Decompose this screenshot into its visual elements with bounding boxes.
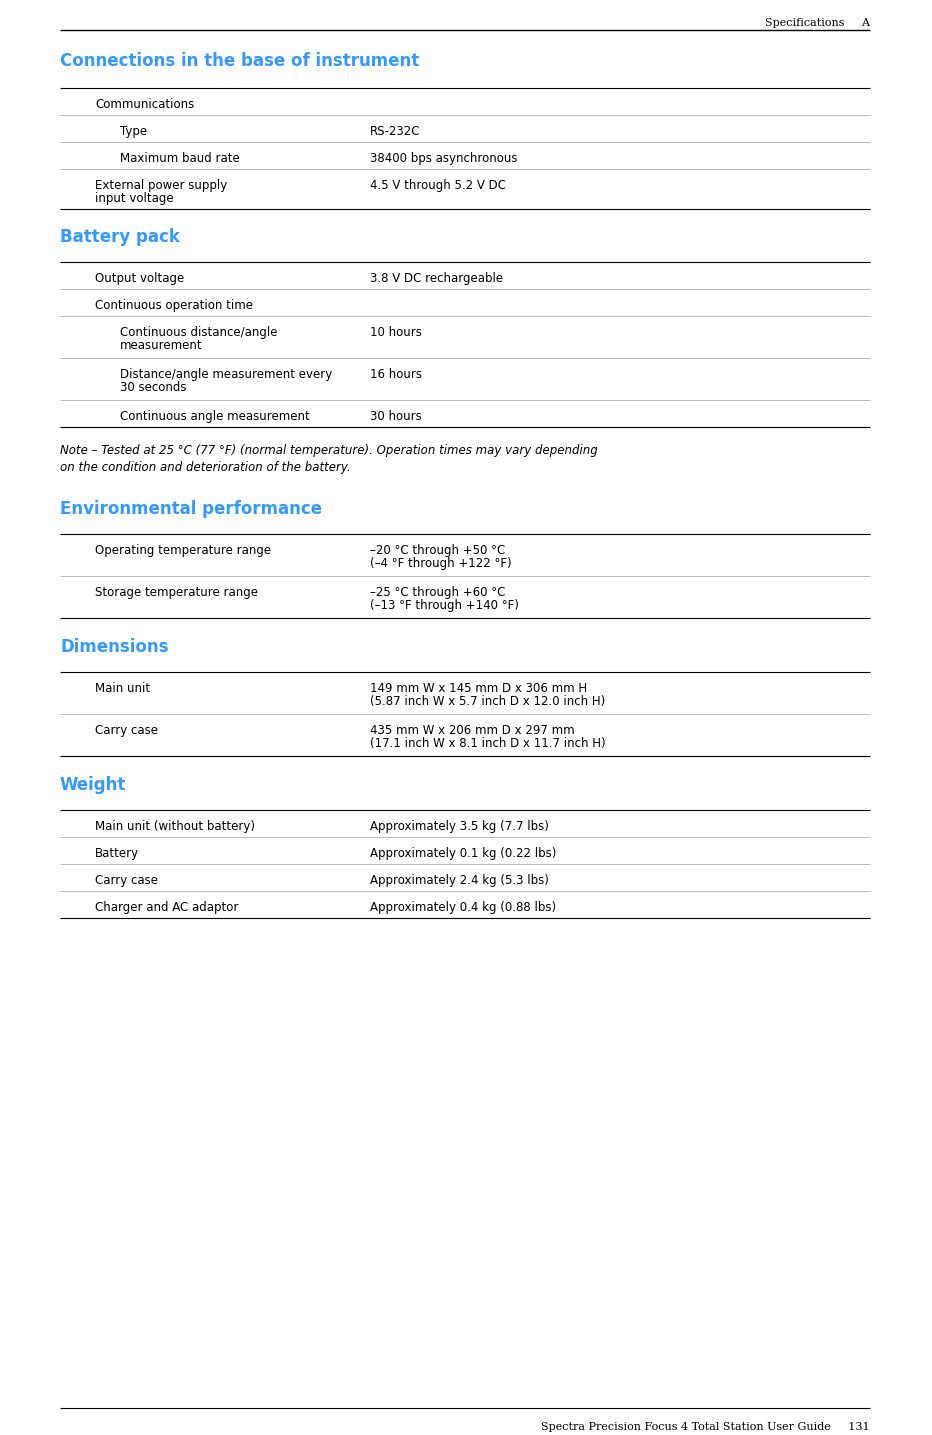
Text: 4.5 V through 5.2 V DC: 4.5 V through 5.2 V DC	[370, 179, 506, 192]
Text: Approximately 0.4 kg (0.88 lbs): Approximately 0.4 kg (0.88 lbs)	[370, 901, 556, 914]
Text: Battery pack: Battery pack	[60, 228, 180, 245]
Text: Continuous operation time: Continuous operation time	[95, 298, 253, 311]
Text: Approximately 3.5 kg (7.7 lbs): Approximately 3.5 kg (7.7 lbs)	[370, 819, 549, 832]
Text: Approximately 0.1 kg (0.22 lbs): Approximately 0.1 kg (0.22 lbs)	[370, 847, 556, 860]
Text: 435 mm W x 206 mm D x 297 mm: 435 mm W x 206 mm D x 297 mm	[370, 725, 575, 738]
Text: 38400 bps asynchronous: 38400 bps asynchronous	[370, 152, 517, 165]
Text: (–4 °F through +122 °F): (–4 °F through +122 °F)	[370, 557, 512, 570]
Text: Environmental performance: Environmental performance	[60, 499, 322, 518]
Text: Distance/angle measurement every: Distance/angle measurement every	[120, 367, 332, 382]
Text: 30 hours: 30 hours	[370, 410, 422, 423]
Text: Approximately 2.4 kg (5.3 lbs): Approximately 2.4 kg (5.3 lbs)	[370, 874, 549, 887]
Text: 10 hours: 10 hours	[370, 326, 422, 339]
Text: Main unit (without battery): Main unit (without battery)	[95, 819, 255, 832]
Text: –25 °C through +60 °C: –25 °C through +60 °C	[370, 585, 505, 598]
Text: Maximum baud rate: Maximum baud rate	[120, 152, 240, 165]
Text: Dimensions: Dimensions	[60, 639, 169, 656]
Text: Output voltage: Output voltage	[95, 273, 185, 286]
Text: –20 °C through +50 °C: –20 °C through +50 °C	[370, 544, 505, 557]
Text: Carry case: Carry case	[95, 874, 158, 887]
Text: Continuous distance/angle: Continuous distance/angle	[120, 326, 278, 339]
Text: 149 mm W x 145 mm D x 306 mm H: 149 mm W x 145 mm D x 306 mm H	[370, 682, 587, 695]
Text: External power supply: External power supply	[95, 179, 227, 192]
Text: Charger and AC adaptor: Charger and AC adaptor	[95, 901, 239, 914]
Text: Storage temperature range: Storage temperature range	[95, 585, 258, 598]
Text: Operating temperature range: Operating temperature range	[95, 544, 271, 557]
Text: Spectra Precision Focus 4 Total Station User Guide     131: Spectra Precision Focus 4 Total Station …	[541, 1422, 870, 1432]
Text: input voltage: input voltage	[95, 192, 173, 205]
Text: 30 seconds: 30 seconds	[120, 382, 186, 395]
Text: 3.8 V DC rechargeable: 3.8 V DC rechargeable	[370, 273, 503, 286]
Text: Communications: Communications	[95, 98, 194, 110]
Text: (17.1 inch W x 8.1 inch D x 11.7 inch H): (17.1 inch W x 8.1 inch D x 11.7 inch H)	[370, 738, 606, 751]
Text: Type: Type	[120, 125, 147, 138]
Text: Weight: Weight	[60, 776, 127, 794]
Text: Specifications     A: Specifications A	[765, 19, 870, 29]
Text: Connections in the base of instrument: Connections in the base of instrument	[60, 52, 419, 70]
Text: (5.87 inch W x 5.7 inch D x 12.0 inch H): (5.87 inch W x 5.7 inch D x 12.0 inch H)	[370, 695, 605, 707]
Text: Main unit: Main unit	[95, 682, 150, 695]
Text: RS-232C: RS-232C	[370, 125, 420, 138]
Text: Carry case: Carry case	[95, 725, 158, 738]
Text: Continuous angle measurement: Continuous angle measurement	[120, 410, 309, 423]
Text: measurement: measurement	[120, 339, 202, 352]
Text: Battery: Battery	[95, 847, 139, 860]
Text: Note – Tested at 25 °C (77 °F) (normal temperature). Operation times may vary de: Note – Tested at 25 °C (77 °F) (normal t…	[60, 443, 597, 474]
Text: (–13 °F through +140 °F): (–13 °F through +140 °F)	[370, 598, 519, 611]
Text: 16 hours: 16 hours	[370, 367, 422, 382]
